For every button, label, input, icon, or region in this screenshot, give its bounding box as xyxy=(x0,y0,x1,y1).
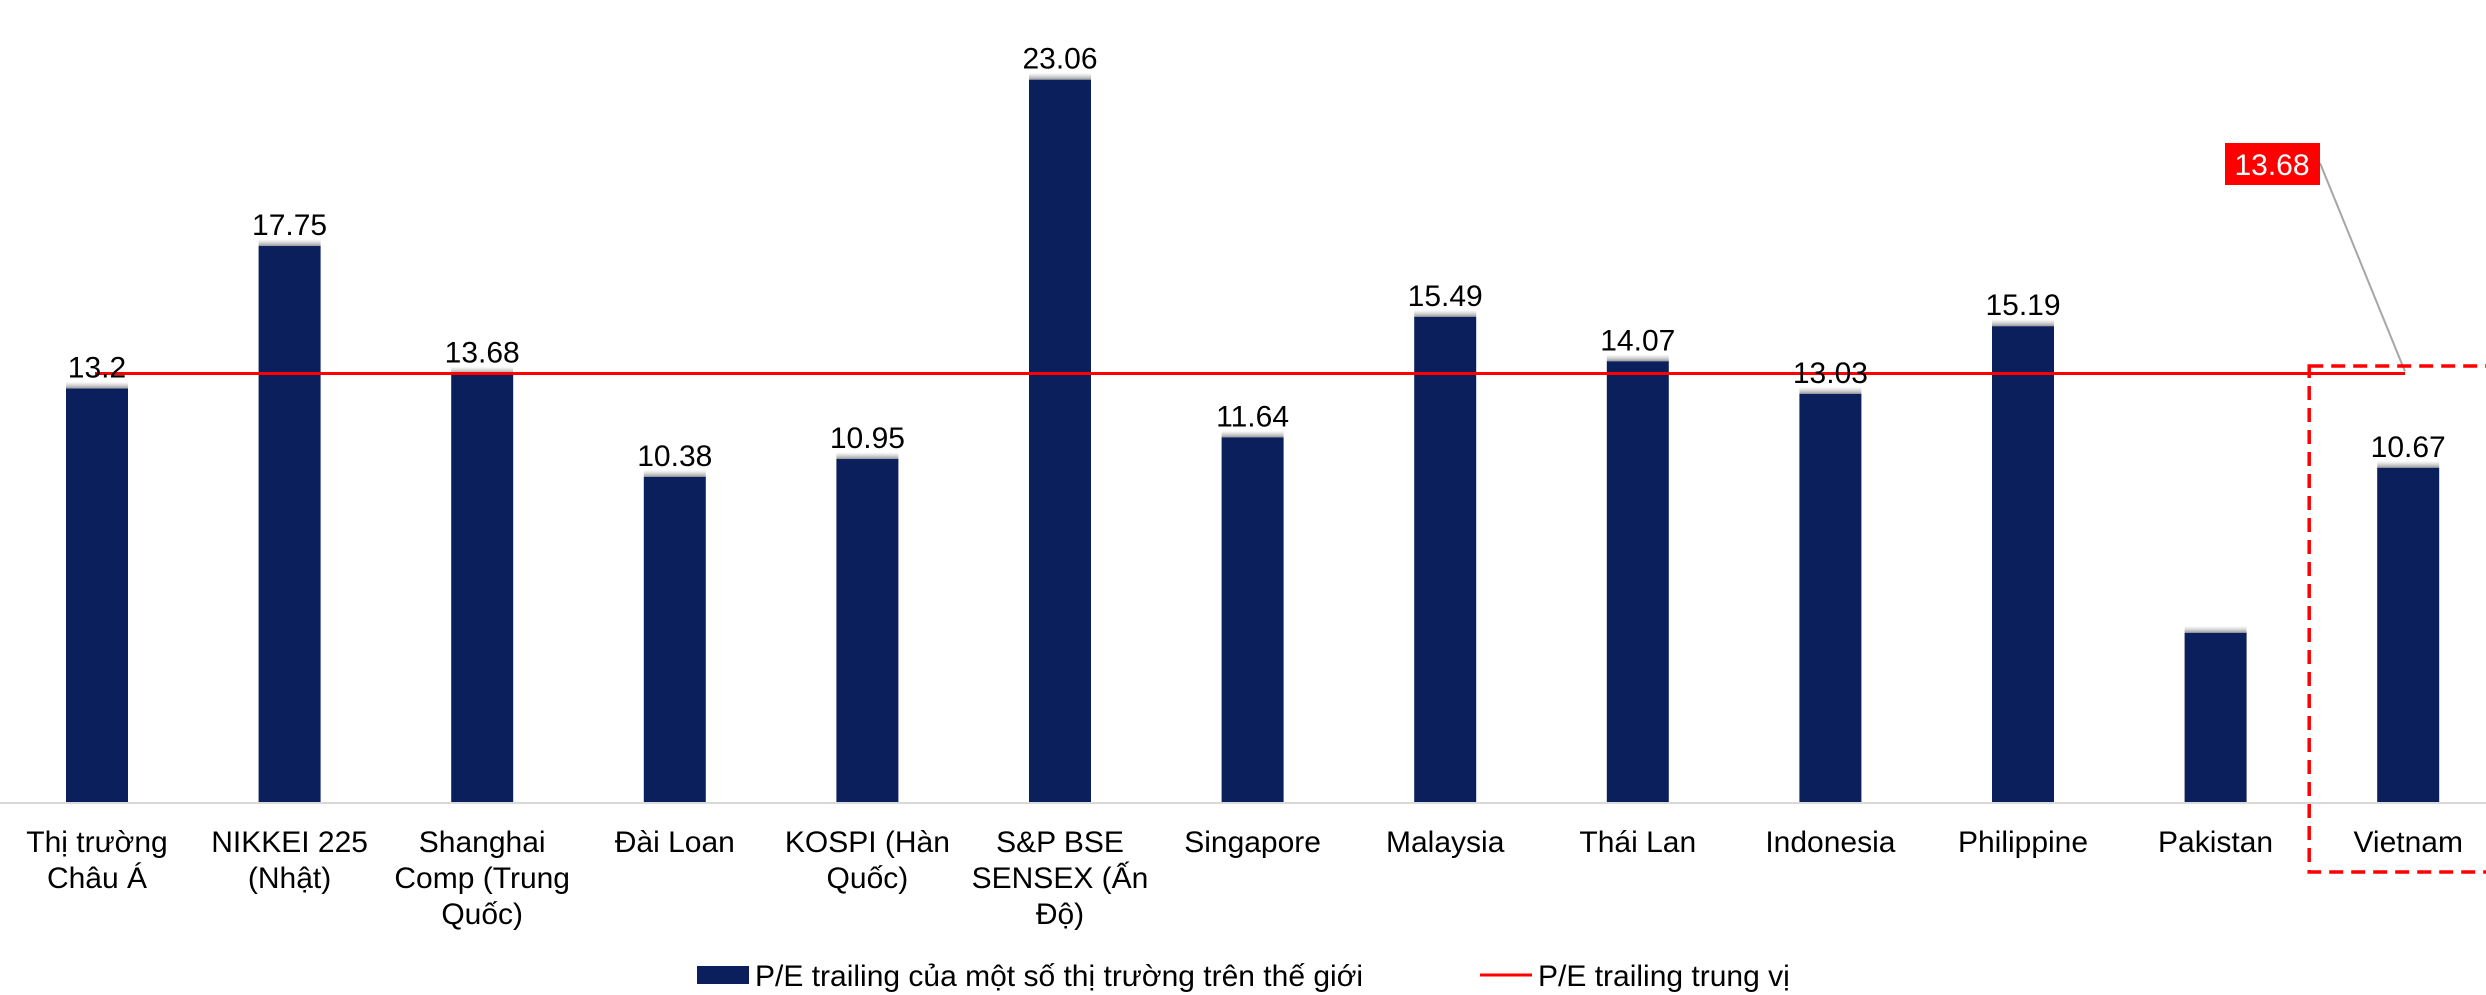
median-callout-box xyxy=(2225,143,2320,185)
category-label-3: Đài Loan xyxy=(615,826,735,859)
value-label-5: 23.06 xyxy=(1022,43,1097,76)
bar-shadow xyxy=(451,366,514,374)
bar-shadow xyxy=(2377,460,2440,468)
bar-shadow xyxy=(836,452,899,460)
value-label-8: 14.07 xyxy=(1600,324,1675,357)
category-labels-layer: Thị trường Châu Á NIKKEI 225 (Nhật) Shanghai… xyxy=(26,826,2463,931)
value-label-3: 10.38 xyxy=(637,440,712,473)
highlight-box xyxy=(2307,364,2486,874)
value-label-0: 13.2 xyxy=(68,352,126,385)
bar-shadow xyxy=(643,469,706,477)
median-callout-leader xyxy=(2319,162,2406,372)
bar-shadow xyxy=(66,381,128,389)
bar-3 xyxy=(643,476,706,802)
category-label-6: Singapore xyxy=(1184,826,1321,859)
legend-label-line: P/E trailing trung vị xyxy=(1538,960,1790,993)
bar-shadow xyxy=(1606,354,1669,362)
bar-0 xyxy=(66,388,128,802)
bar-7 xyxy=(1414,316,1477,802)
bar-2 xyxy=(451,373,514,802)
bar-9 xyxy=(1799,393,1862,802)
value-label-6: 11.64 xyxy=(1216,400,1289,433)
category-label-7: Malaysia xyxy=(1386,826,1505,859)
legend-label-bar: P/E trailing của một số thị trường trên … xyxy=(755,960,1363,993)
labels-layer: 13.2 17.75 13.68 10.38 10.95 23.06 11.64 15.49 1… xyxy=(68,43,2486,874)
bar-shadow xyxy=(1221,430,1284,438)
bar-11 xyxy=(2184,632,2247,802)
category-label-2: Shanghai Comp (Trung Quốc) xyxy=(394,826,570,931)
category-label-5: S&P BSE SENSEX (Ấn Độ) xyxy=(972,826,1149,931)
legend: P/E trailing của một số thị trường trên … xyxy=(697,960,1790,993)
bar-5 xyxy=(1029,79,1091,802)
category-label-1: NIKKEI 225 (Nhật) xyxy=(211,826,368,895)
category-label-10: Philippine xyxy=(1958,826,2088,859)
category-label-9: Indonesia xyxy=(1765,826,1895,859)
value-label-7: 15.49 xyxy=(1408,280,1483,313)
bars-layer xyxy=(0,72,2486,804)
value-label-2: 13.68 xyxy=(445,337,520,370)
category-label-8: Thái Lan xyxy=(1579,826,1696,859)
value-label-12: 10.67 xyxy=(2371,431,2446,464)
bar-shadow xyxy=(258,239,321,247)
value-label-10: 15.19 xyxy=(1985,289,2060,322)
median-line-layer: 13.68 xyxy=(95,143,2406,376)
value-label-4: 10.95 xyxy=(830,422,905,455)
category-label-4: KOSPI (Hàn Quốc) xyxy=(785,826,950,895)
bar-1 xyxy=(258,246,321,802)
bar-shadow xyxy=(2184,625,2247,633)
category-label-12: Vietnam xyxy=(2353,826,2463,859)
median-callout-label: 13.68 xyxy=(2234,149,2309,182)
category-label-0: Thị trường Châu Á xyxy=(26,826,167,895)
bar-shadow xyxy=(1029,72,1091,80)
bar-8 xyxy=(1606,361,1669,802)
bar-4 xyxy=(836,459,899,802)
bar-shadow xyxy=(1992,319,2054,327)
category-label-11: Pakistan xyxy=(2158,826,2273,859)
value-label-9: 13.03 xyxy=(1793,357,1868,390)
legend-swatch-bar xyxy=(697,966,749,984)
bar-12 xyxy=(2377,467,2440,802)
bar-shadow xyxy=(1414,309,1477,317)
bar-shadow xyxy=(1799,386,1862,394)
value-label-1: 17.75 xyxy=(252,209,327,242)
bar-10 xyxy=(1992,326,2054,802)
bar-6 xyxy=(1221,437,1284,802)
